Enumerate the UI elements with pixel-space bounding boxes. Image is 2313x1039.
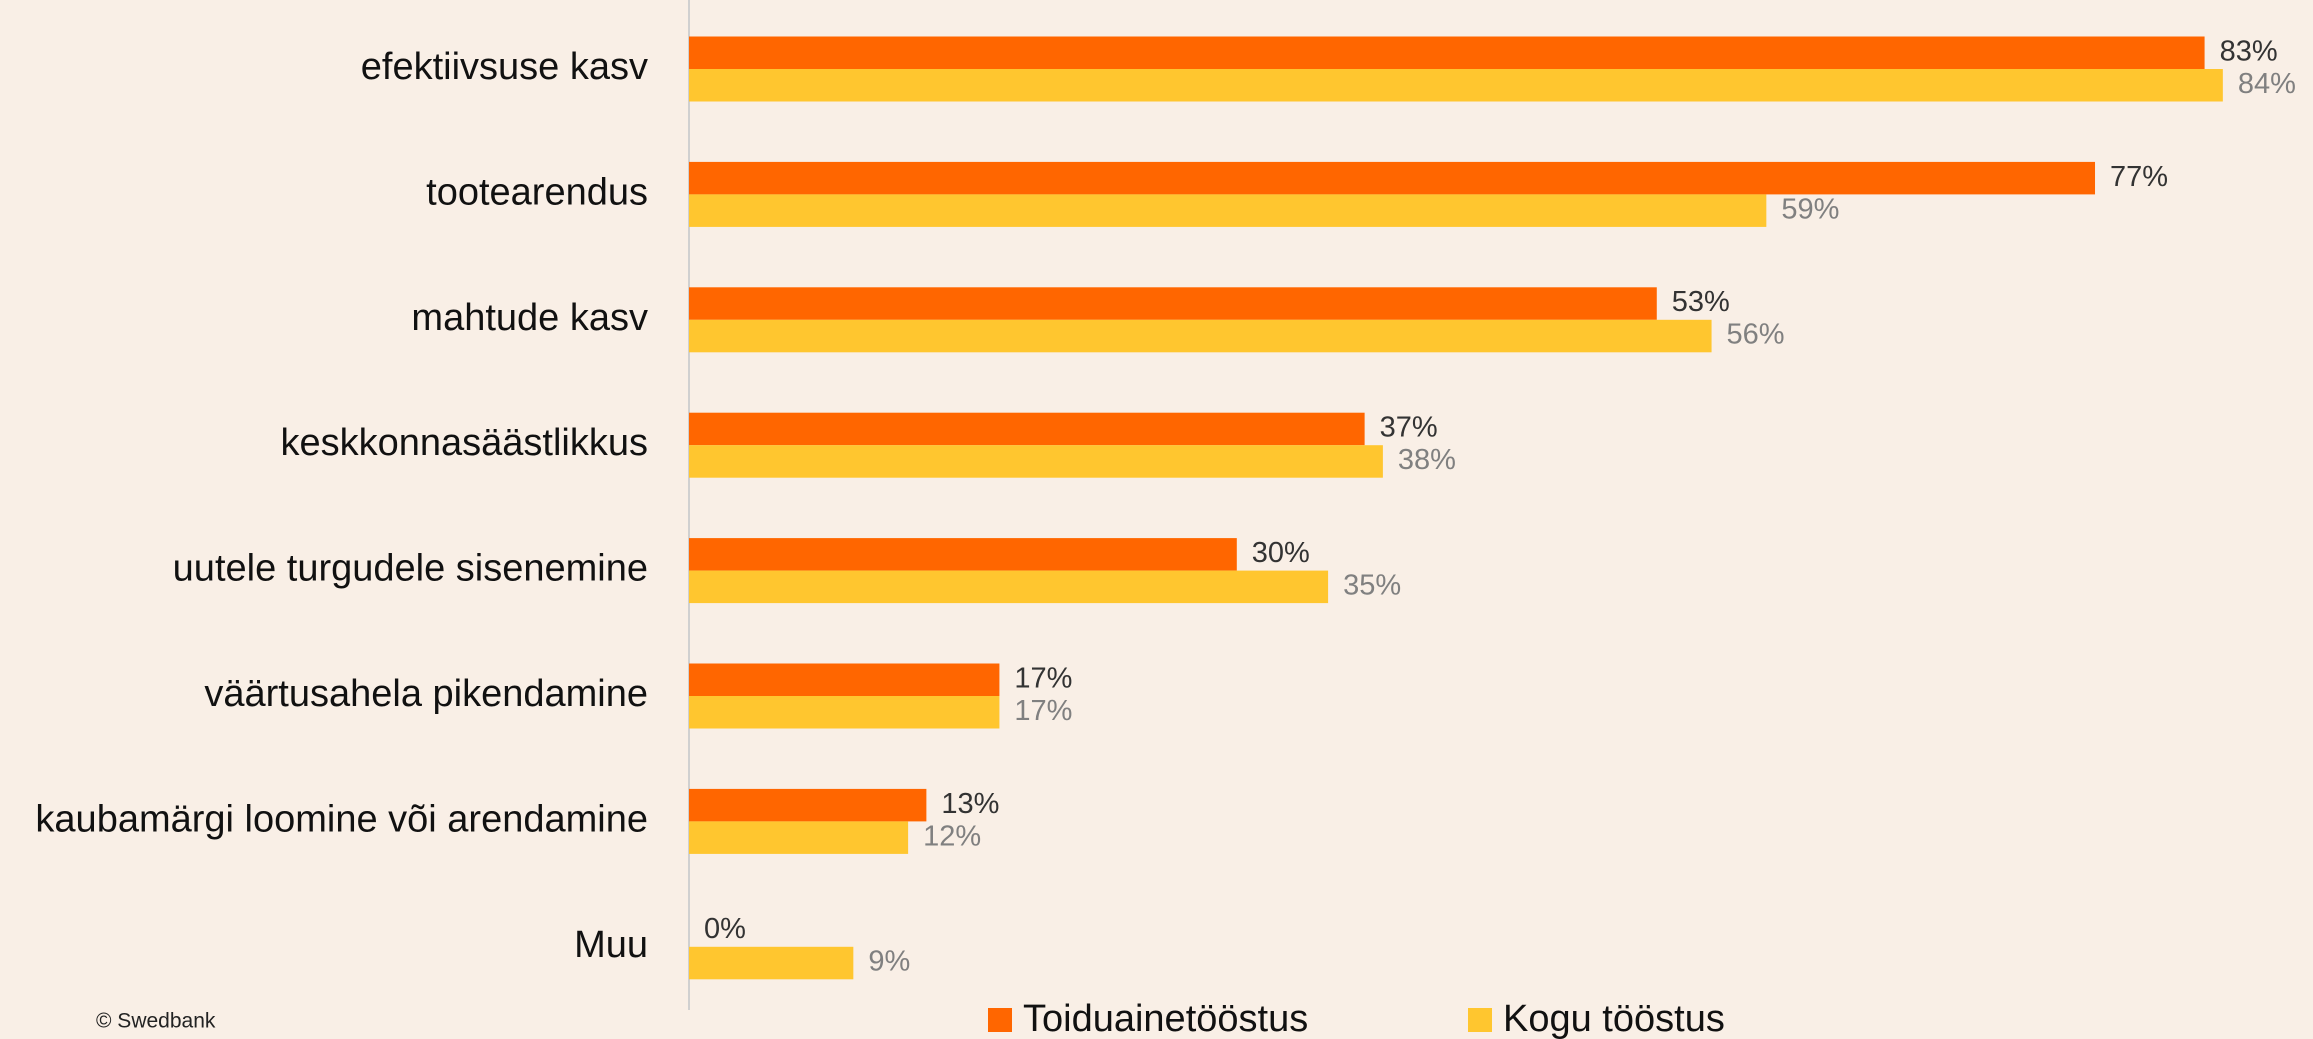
bar xyxy=(689,412,1365,446)
data-label: 35% xyxy=(1343,570,1401,602)
data-label: 83% xyxy=(2220,35,2278,67)
legend-swatch xyxy=(988,1008,1012,1032)
bar xyxy=(689,445,1383,478)
bar xyxy=(689,538,1237,571)
bar xyxy=(689,69,2223,102)
data-label: 38% xyxy=(1398,444,1456,476)
category-label: uutele turgudele sisenemine xyxy=(173,548,648,590)
data-label: 17% xyxy=(1014,662,1072,694)
data-label: 0% xyxy=(704,913,746,945)
bar xyxy=(689,287,1657,320)
category-label: Muu xyxy=(574,924,648,966)
data-label: 30% xyxy=(1252,537,1310,569)
legend-label: Kogu tööstus xyxy=(1503,998,1725,1039)
data-label: 53% xyxy=(1672,286,1730,318)
data-label: 12% xyxy=(923,820,981,852)
data-label: 17% xyxy=(1014,695,1072,727)
data-label: 56% xyxy=(1727,319,1785,351)
bar xyxy=(689,663,1000,696)
category-label: efektiivsuse kasv xyxy=(361,46,648,88)
legend-label: Toiduainetööstus xyxy=(1023,998,1308,1039)
data-label: 9% xyxy=(868,946,910,978)
source: © Swedbank xyxy=(96,1010,216,1033)
data-label: 59% xyxy=(1781,193,1839,225)
bar xyxy=(689,161,2096,195)
category-label: keskkonnasäästlikkus xyxy=(280,422,648,464)
category-label: tootearendus xyxy=(426,171,648,213)
bar xyxy=(689,36,2205,69)
bar xyxy=(689,194,1767,227)
bar xyxy=(689,788,927,822)
data-label: 37% xyxy=(1380,412,1438,444)
data-label: 84% xyxy=(2238,68,2296,100)
bar xyxy=(689,821,909,854)
data-label: 13% xyxy=(941,788,999,820)
bar xyxy=(689,946,854,980)
bar xyxy=(689,570,1329,604)
bar xyxy=(689,319,1712,353)
legend-swatch xyxy=(1468,1008,1492,1032)
data-label: 77% xyxy=(2110,161,2168,193)
category-label: väärtusahela pikendamine xyxy=(204,673,648,715)
category-label: kaubamärgi loomine või arendamine xyxy=(35,798,648,840)
bar xyxy=(689,696,1000,729)
category-label: mahtude kasv xyxy=(411,297,648,339)
